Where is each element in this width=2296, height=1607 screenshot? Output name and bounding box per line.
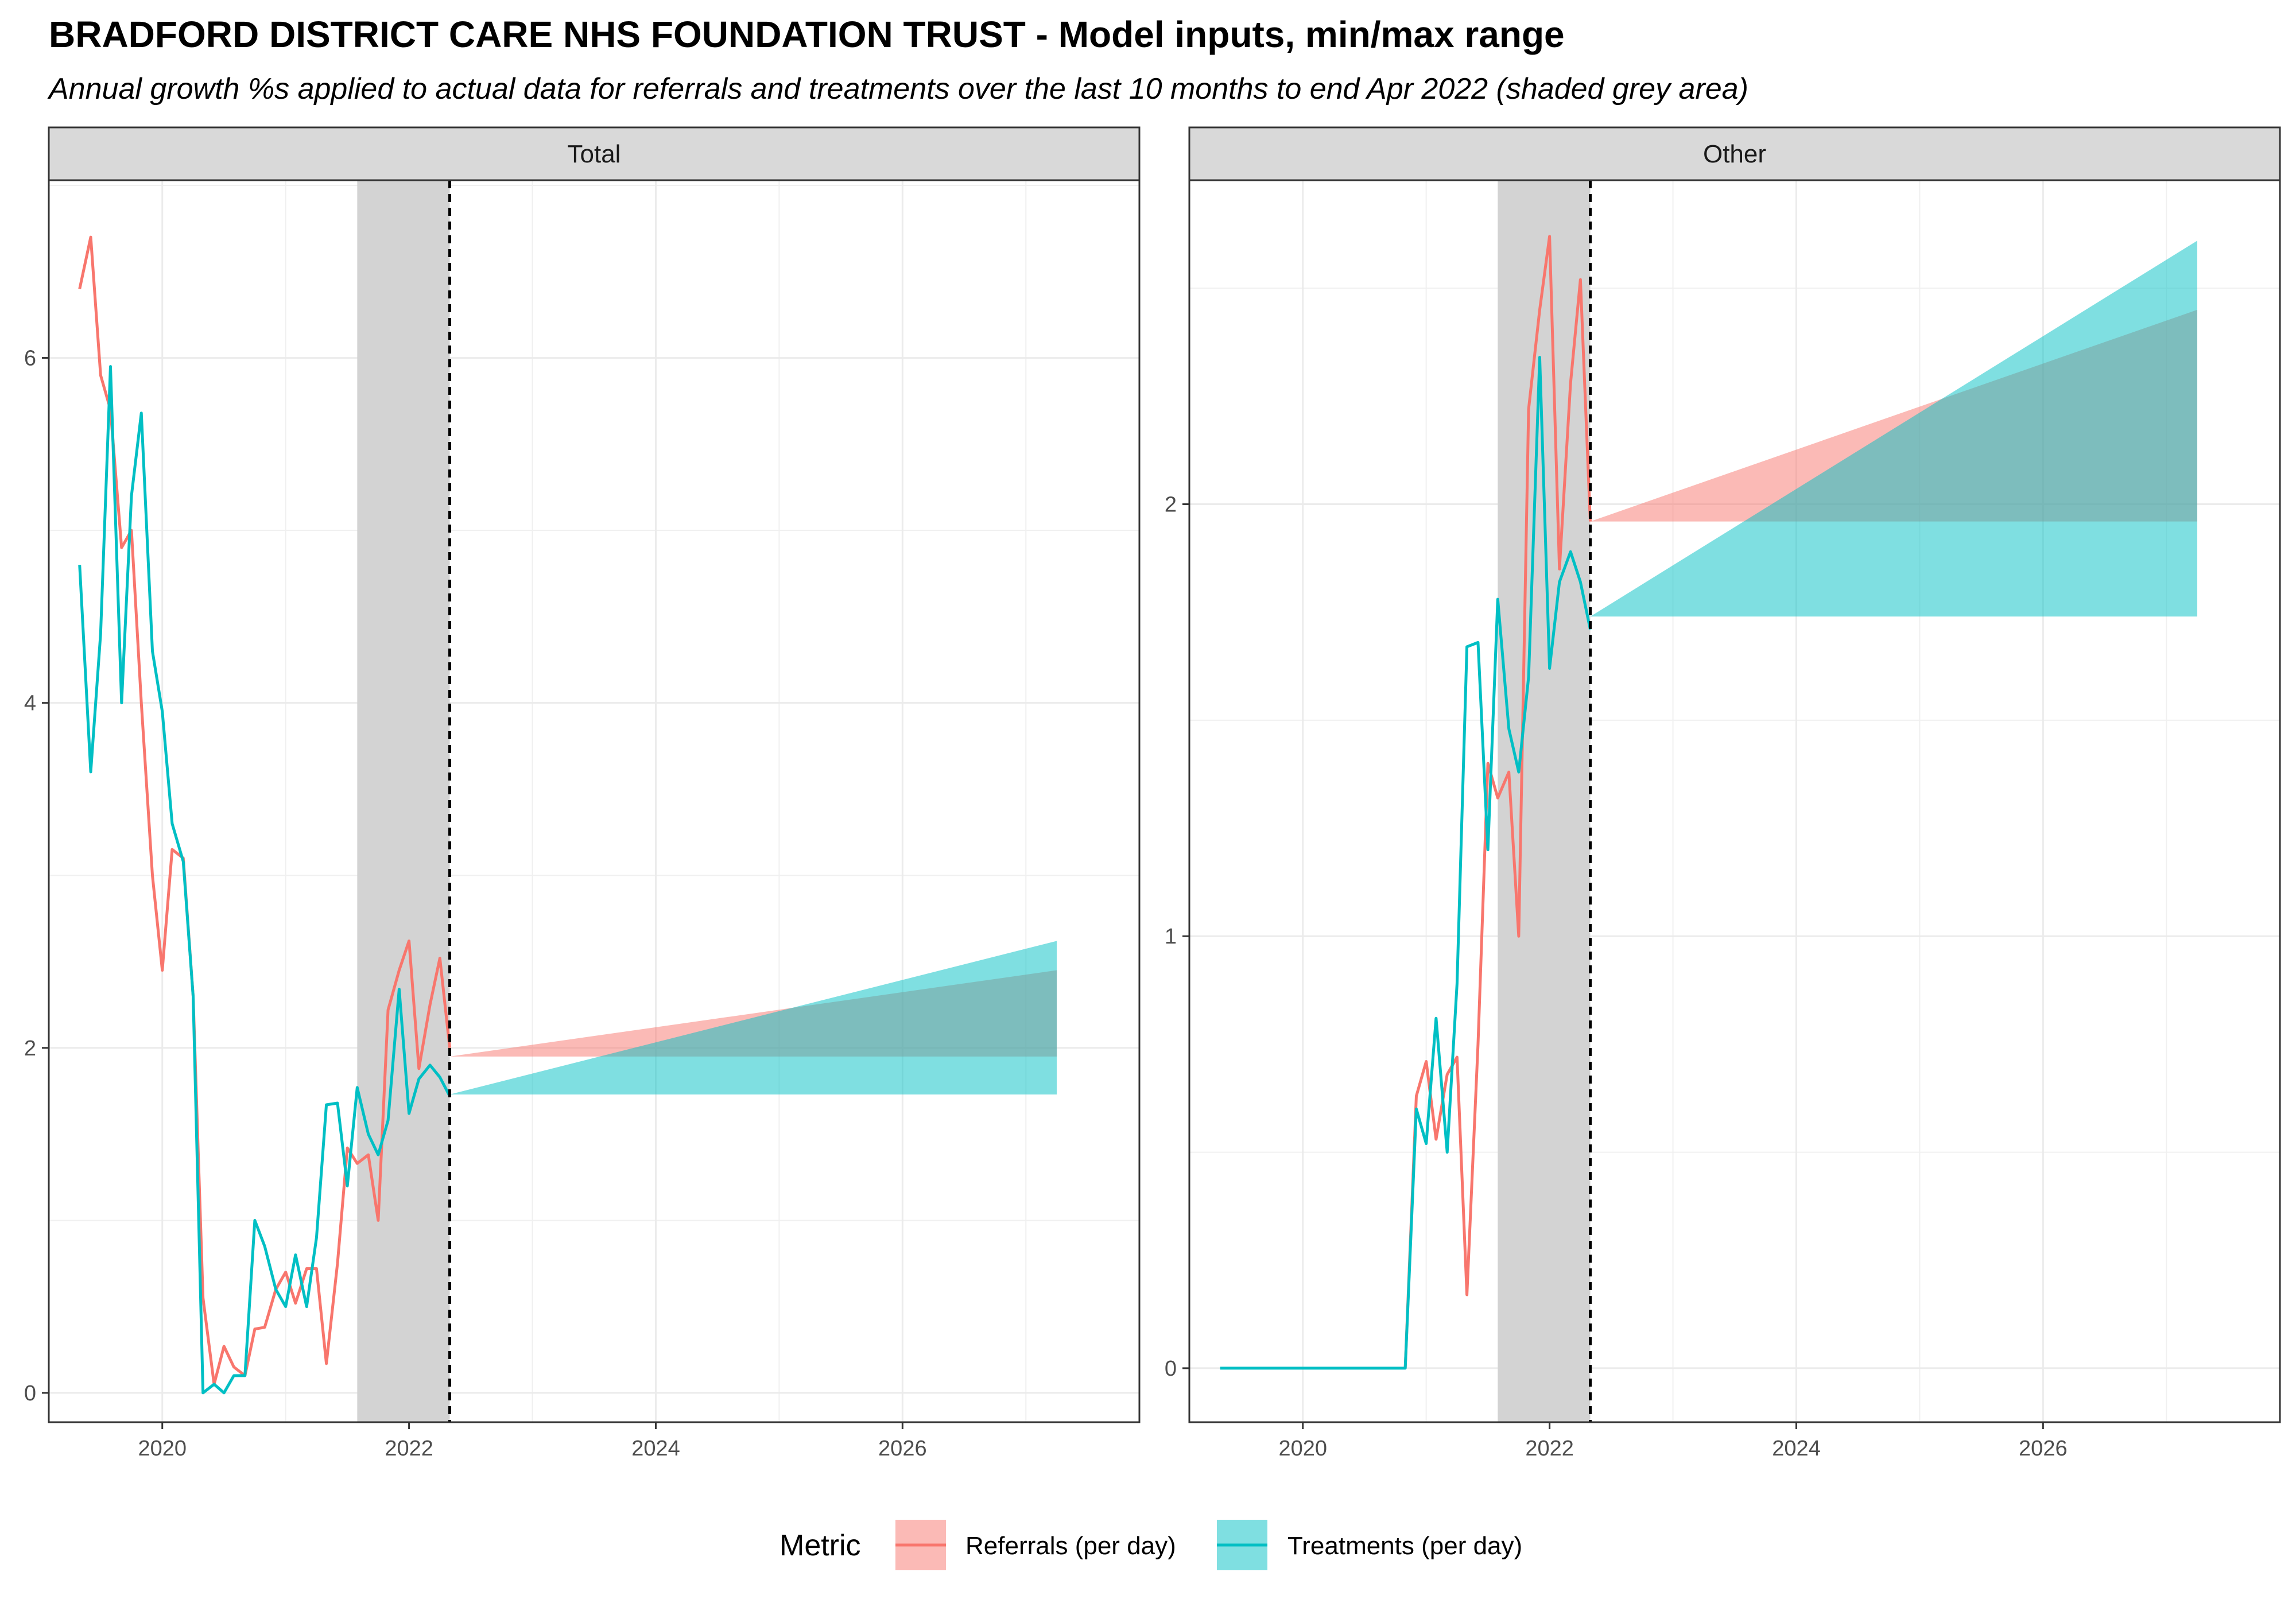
legend-label-treatments: Treatments (per day) (1287, 1532, 1522, 1560)
y-tick-label: 1 (1165, 925, 1177, 949)
x-tick-label: 2024 (1772, 1437, 1821, 1461)
series-line-referrals-other (1403, 235, 1592, 1369)
y-tick-label: 4 (24, 692, 36, 716)
legend: Metric Referrals (per day) Treatments (p… (779, 1520, 1522, 1570)
x-tick-label: 2022 (385, 1437, 433, 1461)
facet-strip-total (48, 126, 1141, 181)
facet-strip-other (1188, 126, 2281, 181)
ribbon-treatments-other (1590, 240, 2197, 617)
series-line-treatments-total (78, 365, 451, 1395)
legend-entry-treatments: Treatments (per day) (1217, 1520, 1522, 1570)
facet-strip-label-total: Total (568, 140, 621, 168)
chart-subtitle: Annual growth %s applied to actual data … (47, 72, 1748, 106)
x-tick-label: 2022 (1525, 1437, 1574, 1461)
facet-panel-total: Total 0 2 4 6 2020 2022 2024 2026 (24, 126, 1141, 1461)
facet-panel-other: Other 0 1 2 2020 2022 2024 2026 (1165, 126, 2281, 1461)
legend-label-referrals: Referrals (per day) (965, 1532, 1176, 1560)
y-tick-label: 0 (24, 1381, 36, 1406)
x-tick-label: 2026 (2019, 1437, 2068, 1461)
shaded-period-total (357, 180, 450, 1422)
legend-title: Metric (779, 1529, 861, 1562)
y-tick-label: 2 (1165, 493, 1177, 517)
x-tick-label: 2020 (1278, 1437, 1327, 1461)
series-line-treatments-other (1220, 356, 1592, 1370)
x-tick-label: 2024 (631, 1437, 680, 1461)
y-tick-label: 6 (24, 347, 36, 371)
ribbon-treatments-total (449, 941, 1057, 1094)
legend-entry-referrals: Referrals (per day) (895, 1520, 1176, 1570)
x-tick-label: 2026 (878, 1437, 927, 1461)
plot-background-total (49, 180, 1139, 1422)
x-tick-label: 2020 (138, 1437, 187, 1461)
shaded-period-other (1498, 180, 1591, 1422)
y-tick-label: 2 (24, 1037, 36, 1061)
series-line-referrals-total (78, 235, 452, 1386)
chart-title: BRADFORD DISTRICT CARE NHS FOUNDATION TR… (49, 14, 1565, 55)
y-tick-label: 0 (1165, 1357, 1177, 1381)
facet-strip-label-other: Other (1703, 140, 1766, 168)
